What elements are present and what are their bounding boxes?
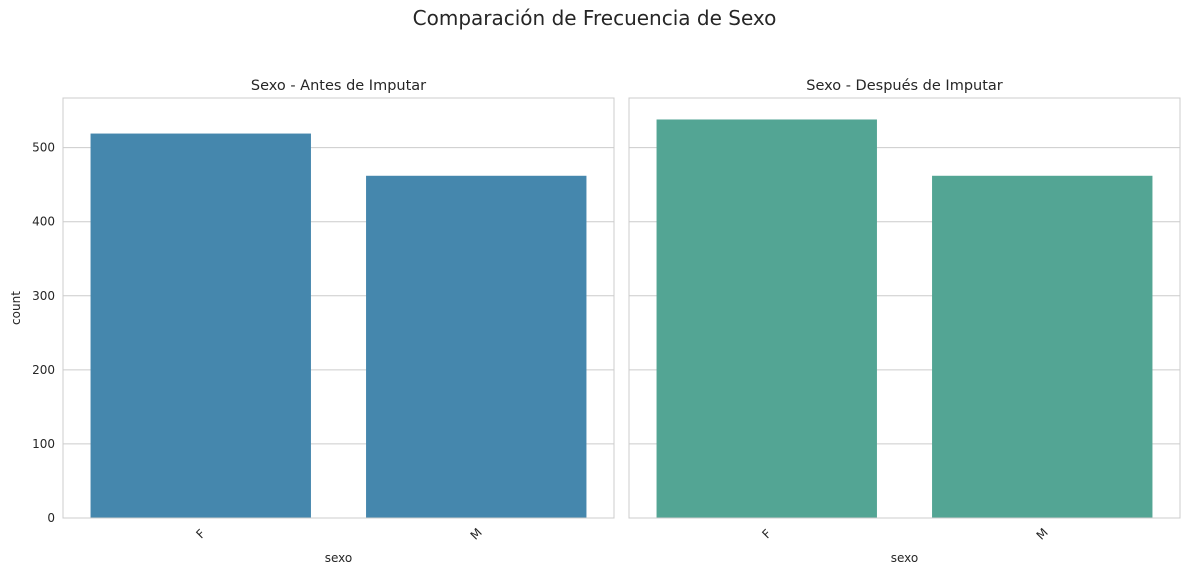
left-ytick-label-400: 400 bbox=[32, 215, 55, 229]
left-ytick-label-300: 300 bbox=[32, 289, 55, 303]
left-axes-frame bbox=[62, 97, 615, 519]
left-bar-F bbox=[90, 133, 311, 519]
left-ytick-label-100: 100 bbox=[32, 437, 55, 451]
left-bar-M bbox=[366, 175, 587, 518]
left-ytick-label-200: 200 bbox=[32, 363, 55, 377]
right-xtick-label-F: F bbox=[759, 527, 774, 542]
right-bar-M bbox=[932, 175, 1153, 518]
figure-suptitle: Comparación de Frecuencia de Sexo bbox=[413, 6, 777, 30]
left-ytick-label-0: 0 bbox=[47, 511, 55, 525]
right-x-axis-label: sexo bbox=[891, 551, 919, 565]
left-xtick-label-M: M bbox=[468, 525, 485, 542]
left-xtick-label-F: F bbox=[193, 527, 208, 542]
right-subplot-title: Sexo - Después de Imputar bbox=[806, 78, 1003, 94]
left-x-axis-label: sexo bbox=[325, 551, 353, 565]
right-xtick-label-M: M bbox=[1034, 525, 1051, 542]
left-ytick-label-500: 500 bbox=[32, 141, 55, 155]
right-bar-F bbox=[656, 119, 877, 519]
left-y-axis-label: count bbox=[9, 291, 23, 325]
right-axes-frame bbox=[628, 97, 1181, 519]
right-subplot: F M Sexo - Después de Imputar sexo bbox=[628, 78, 1181, 565]
left-subplot-title: Sexo - Antes de Imputar bbox=[251, 78, 426, 94]
left-subplot: 0 100 200 300 400 500 F M Sexo - Antes de Imputa… bbox=[9, 78, 615, 565]
